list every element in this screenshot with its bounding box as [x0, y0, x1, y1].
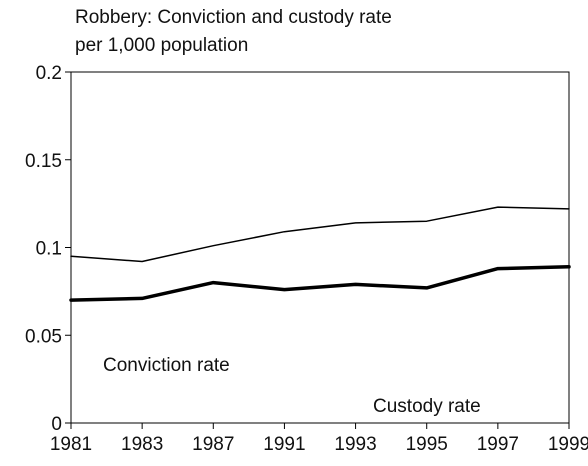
series-label-conviction-rate: Conviction rate	[103, 355, 230, 376]
y-tick-label: 0.15	[25, 151, 62, 172]
x-tick-label: 1997	[477, 434, 519, 455]
y-tick-label: 0.05	[25, 326, 62, 347]
y-tick-label: 0	[51, 414, 62, 435]
series-lines	[69, 206, 571, 302]
chart-title-line-1: Robbery: Conviction and custody rate	[75, 7, 392, 28]
series-label-custody-rate: Custody rate	[373, 396, 481, 417]
series-line-custody-rate	[69, 265, 571, 302]
x-tick-label: 1999	[548, 434, 588, 455]
x-tick-label: 1993	[334, 434, 376, 455]
x-tick-label: 1981	[50, 434, 92, 455]
series-line-conviction-rate	[70, 206, 570, 263]
chart-title: Robbery: Conviction and custody rate per…	[75, 4, 392, 60]
y-axis: 0 0.05 0.1 0.15 0.2	[25, 63, 71, 435]
x-axis: 1981 1983 1987 1991 1993 1995 1997 1999	[50, 423, 588, 455]
x-tick-label: 1983	[121, 434, 163, 455]
x-tick-label: 1991	[263, 434, 305, 455]
x-tick-label: 1987	[192, 434, 234, 455]
x-tick-label: 1995	[406, 434, 448, 455]
y-tick-label: 0.2	[36, 63, 62, 84]
y-tick-label: 0.1	[36, 239, 62, 260]
chart-title-line-2: per 1,000 population	[75, 35, 249, 56]
